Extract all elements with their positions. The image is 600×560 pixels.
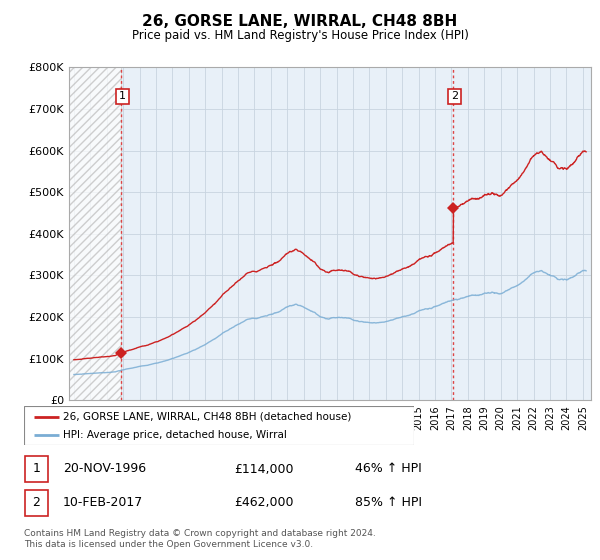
FancyBboxPatch shape: [24, 406, 414, 445]
Text: 20-NOV-1996: 20-NOV-1996: [62, 463, 146, 475]
Text: 1: 1: [32, 463, 40, 475]
Bar: [69, 67, 121, 400]
Text: 2: 2: [32, 496, 40, 509]
Text: 2: 2: [451, 91, 458, 101]
Text: 85% ↑ HPI: 85% ↑ HPI: [355, 496, 422, 509]
FancyBboxPatch shape: [25, 489, 48, 516]
Text: HPI: Average price, detached house, Wirral: HPI: Average price, detached house, Wirr…: [63, 430, 287, 440]
Text: Price paid vs. HM Land Registry's House Price Index (HPI): Price paid vs. HM Land Registry's House …: [131, 29, 469, 42]
Text: 26, GORSE LANE, WIRRAL, CH48 8BH: 26, GORSE LANE, WIRRAL, CH48 8BH: [142, 14, 458, 29]
Text: £114,000: £114,000: [234, 463, 293, 475]
Text: 26, GORSE LANE, WIRRAL, CH48 8BH (detached house): 26, GORSE LANE, WIRRAL, CH48 8BH (detach…: [63, 412, 352, 422]
FancyBboxPatch shape: [25, 456, 48, 482]
Text: £462,000: £462,000: [234, 496, 293, 509]
Text: Contains HM Land Registry data © Crown copyright and database right 2024.
This d: Contains HM Land Registry data © Crown c…: [24, 529, 376, 549]
Text: 10-FEB-2017: 10-FEB-2017: [62, 496, 143, 509]
Text: 1: 1: [119, 91, 126, 101]
Text: 46% ↑ HPI: 46% ↑ HPI: [355, 463, 422, 475]
